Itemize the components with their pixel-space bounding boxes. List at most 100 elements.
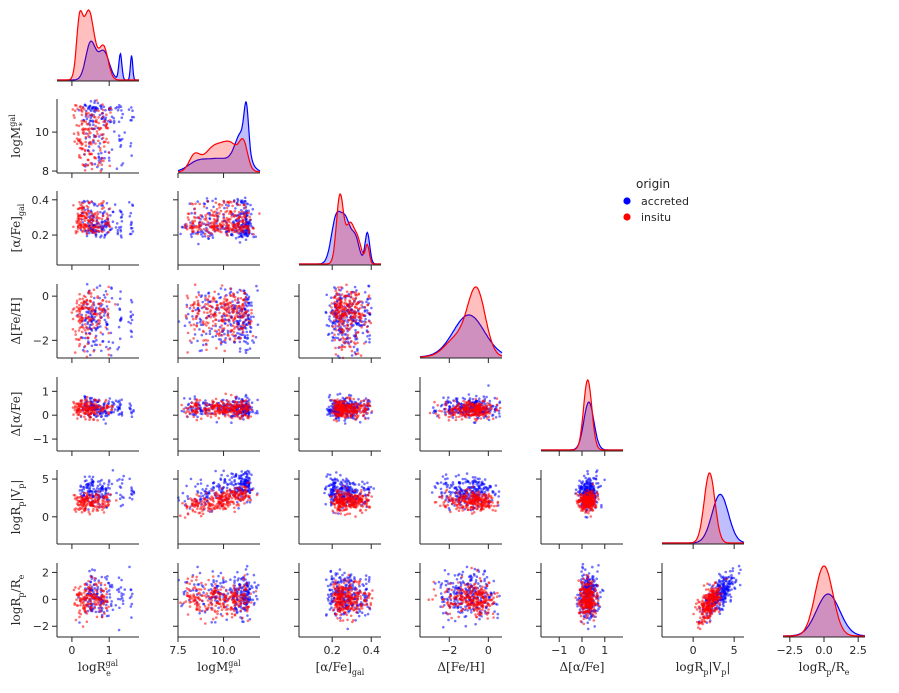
point-accreted [95,306,98,310]
point-insitu [218,222,222,225]
point-insitu [205,343,208,347]
point-insitu [92,326,96,330]
point-accreted [219,287,223,290]
point-accreted [194,232,197,235]
point-insitu [76,507,80,511]
point-insitu [337,310,341,314]
point-insitu [100,229,103,233]
point-insitu [214,322,217,326]
point-insitu [87,210,91,213]
point-accreted [103,117,106,121]
point-insitu [215,346,218,350]
point-insitu [216,227,220,231]
point-insitu [89,152,93,156]
point-insitu [470,413,474,417]
point-insitu [97,493,101,497]
point-accreted [119,486,123,489]
point-insitu [364,417,367,421]
point-accreted [363,291,367,294]
point-accreted [244,231,248,235]
point-accreted [214,197,217,201]
point-accreted [185,303,189,307]
point-insitu [108,300,111,304]
point-insitu [95,99,98,102]
point-insitu [110,404,114,408]
point-insitu [353,341,356,344]
point-insitu [81,405,84,408]
point-insitu [192,317,195,321]
point-accreted [243,196,247,200]
point-accreted [104,290,108,293]
point-accreted [223,332,226,336]
point-insitu [334,353,338,356]
panels-group: 810logMgal*0.20.4[α/Fe]gal−20Δ[Fe/H]−101… [8,9,867,678]
point-insitu [236,224,239,228]
point-insitu [334,324,338,328]
point-accreted [196,415,199,419]
point-accreted [98,296,101,300]
point-insitu [465,416,468,419]
point-insitu [338,402,342,406]
point-insitu [210,300,213,303]
point-accreted [84,336,87,340]
point-insitu [342,405,346,409]
point-accreted [118,497,122,501]
point-insitu [99,133,103,137]
point-insitu [185,294,189,298]
point-accreted [343,419,347,422]
point-insitu [194,202,197,206]
point-insitu [188,339,192,343]
point-accreted [251,339,254,342]
point-insitu [355,404,358,407]
point-insitu [93,398,97,401]
point-insitu [471,408,474,411]
point-accreted [193,395,197,398]
point-insitu [96,212,100,216]
point-accreted [111,469,115,472]
point-accreted [111,210,115,214]
point-accreted [199,408,203,412]
point-insitu [241,210,244,213]
point-accreted [102,314,106,317]
point-insitu [72,225,75,229]
point-insitu [223,295,227,298]
point-accreted [115,167,119,170]
point-accreted [129,329,133,333]
point-insitu [336,306,339,309]
point-insitu [90,200,93,204]
point-insitu [92,218,95,221]
point-insitu [75,314,79,318]
point-accreted [98,284,102,288]
point-insitu [95,492,98,496]
point-accreted [115,491,118,495]
point-insitu [209,415,213,419]
point-insitu [193,283,197,287]
point-accreted [107,340,111,344]
point-insitu [331,398,334,402]
point-insitu [352,397,356,401]
point-insitu [344,416,347,420]
point-insitu [97,139,100,143]
point-accreted [121,162,125,165]
point-insitu [218,311,221,315]
point-accreted [127,108,131,111]
point-insitu [350,349,354,353]
point-accreted [101,484,104,488]
point-insitu [212,224,216,228]
point-insitu [222,213,226,217]
point-insitu [234,337,237,340]
kde-line-accreted [177,101,261,172]
point-insitu [78,292,81,296]
point-insitu [491,417,495,421]
point-insitu [207,231,211,234]
y-axis-label: logRp|Vp| [9,480,26,535]
point-insitu [87,134,90,138]
point-insitu [199,214,202,217]
point-insitu [104,504,108,507]
point-accreted [191,315,194,318]
point-insitu [349,295,353,299]
point-accreted [498,415,502,418]
point-insitu [236,202,239,206]
point-insitu [242,298,245,302]
point-accreted [199,230,202,234]
